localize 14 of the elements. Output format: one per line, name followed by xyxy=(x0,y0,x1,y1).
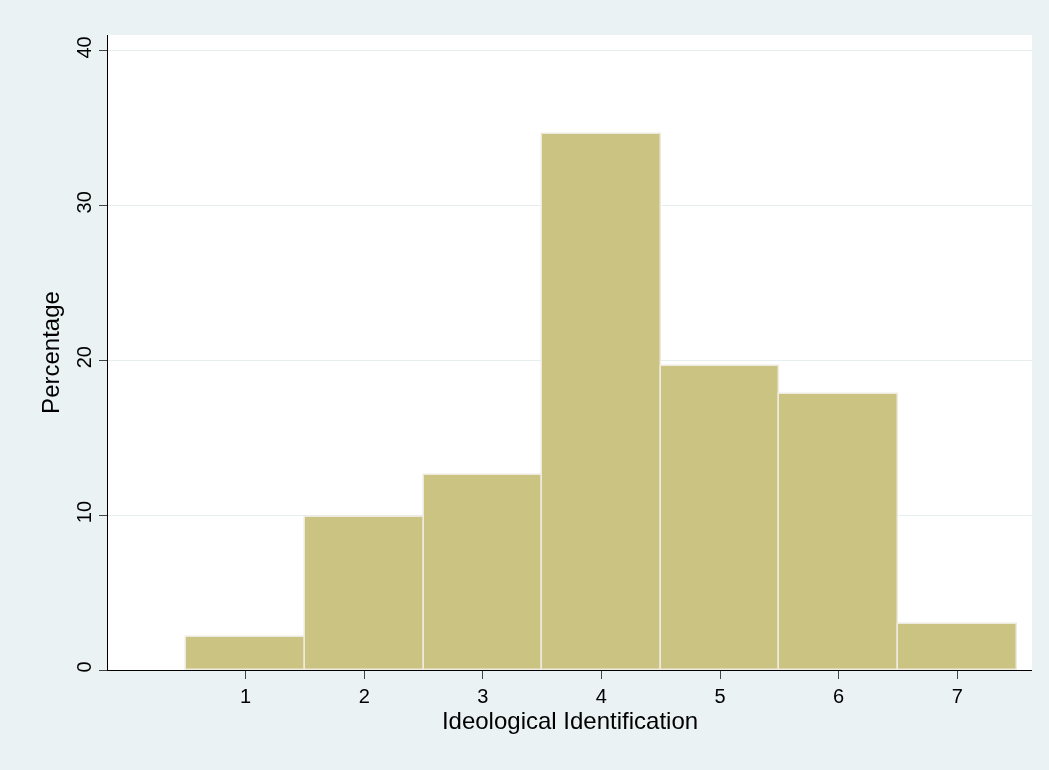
x-tick-label: 7 xyxy=(951,685,963,707)
y-tick-label: 0 xyxy=(73,661,95,673)
y-tick-label: 20 xyxy=(73,346,95,369)
x-tick-label: 5 xyxy=(714,685,726,707)
x-tick-label: 1 xyxy=(240,685,252,707)
x-tick-label: 2 xyxy=(358,685,370,707)
x-tick-label: 6 xyxy=(833,685,845,707)
y-tick-label: 10 xyxy=(73,500,95,524)
y-tick-label: 40 xyxy=(73,36,95,59)
x-tick-label: 3 xyxy=(477,685,489,707)
x-tick-label: 4 xyxy=(595,685,607,707)
y-tick-label: 30 xyxy=(73,191,95,214)
y-axis-title: Percentage xyxy=(37,291,65,414)
x-axis-title: Ideological Identification xyxy=(441,707,699,734)
